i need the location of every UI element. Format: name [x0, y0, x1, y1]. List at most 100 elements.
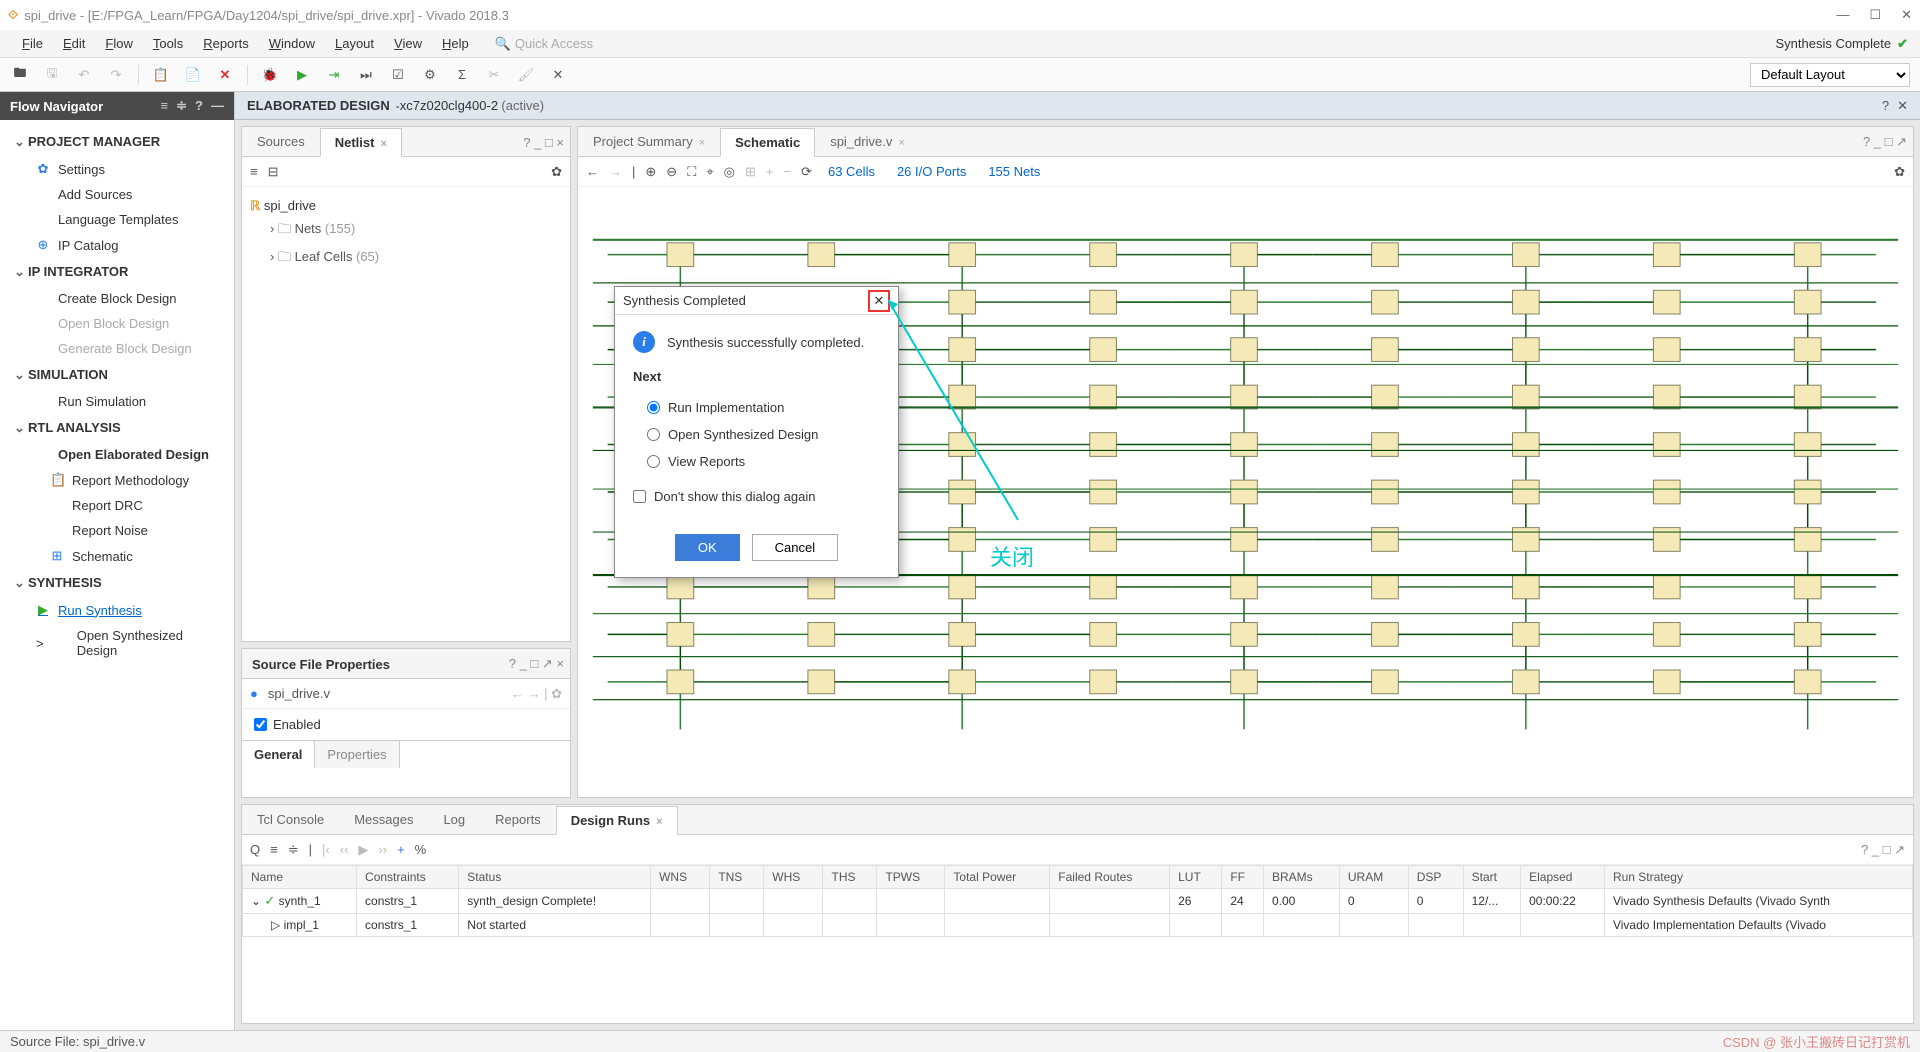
nav-item[interactable]: ▶Run Synthesis: [0, 597, 234, 623]
tab-reports[interactable]: Reports: [480, 805, 556, 834]
layout-select[interactable]: Default Layout: [1750, 63, 1910, 87]
fwd-icon[interactable]: →: [609, 164, 622, 179]
nav-item[interactable]: ✿Settings: [0, 156, 234, 182]
opt-run-impl[interactable]: Run Implementation: [633, 394, 880, 421]
add-icon[interactable]: +: [397, 842, 405, 857]
tree-root[interactable]: ℝ spi_drive: [250, 195, 562, 217]
col-header[interactable]: Start: [1463, 866, 1520, 889]
col-header[interactable]: Name: [243, 866, 357, 889]
col-header[interactable]: Run Strategy: [1604, 866, 1912, 889]
maximize-icon[interactable]: ☐: [1869, 7, 1881, 23]
nav-item[interactable]: Run Simulation: [0, 389, 234, 414]
menu-tools[interactable]: Tools: [143, 32, 193, 55]
tab-design-runs[interactable]: Design Runs×: [556, 806, 678, 835]
zoomin-icon[interactable]: ⊕: [645, 164, 656, 180]
cut-icon[interactable]: ✂: [484, 65, 504, 85]
nav-section[interactable]: SYNTHESIS: [0, 569, 234, 597]
col-header[interactable]: BRAMs: [1263, 866, 1339, 889]
tab-netlist[interactable]: Netlist×: [320, 128, 402, 157]
stop-icon[interactable]: ⏭: [356, 65, 376, 85]
cancel-button[interactable]: Cancel: [752, 534, 838, 561]
nav-section[interactable]: SIMULATION: [0, 361, 234, 389]
save-icon[interactable]: 🖫: [42, 65, 62, 85]
close-icon[interactable]: ✕: [1901, 7, 1912, 23]
collapse-icon[interactable]: ≡: [270, 842, 278, 857]
menu-reports[interactable]: Reports: [193, 32, 259, 55]
ok-button[interactable]: OK: [675, 534, 740, 561]
copy-icon[interactable]: 📋: [151, 65, 171, 85]
tab-log[interactable]: Log: [428, 805, 480, 834]
nav-section[interactable]: PROJECT MANAGER: [0, 128, 234, 156]
ports-link[interactable]: 26 I/O Ports: [897, 164, 966, 179]
menu-window[interactable]: Window: [259, 32, 325, 55]
menu-help[interactable]: Help: [432, 32, 479, 55]
opt-open-synth[interactable]: Open Synthesized Design: [633, 421, 880, 448]
expand-icon[interactable]: ≑: [176, 98, 187, 114]
tab-sources[interactable]: Sources: [242, 127, 320, 156]
nav-item[interactable]: Generate Block Design: [0, 336, 234, 361]
menu-flow[interactable]: Flow: [95, 32, 142, 55]
nav-item[interactable]: Open Elaborated Design: [0, 442, 234, 467]
undo-icon[interactable]: ↶: [74, 65, 94, 85]
minimize-icon[interactable]: —: [1836, 7, 1849, 23]
check-icon[interactable]: ☑: [388, 65, 408, 85]
tree-leafcells[interactable]: › 🗀 Leaf Cells (65): [250, 245, 562, 273]
sigma-icon[interactable]: Σ: [452, 65, 472, 85]
back-icon[interactable]: ←: [586, 164, 599, 179]
collapse-icon[interactable]: ≡: [161, 98, 169, 114]
minus-icon[interactable]: −: [783, 164, 791, 179]
search-icon[interactable]: Q: [250, 842, 260, 857]
gear-icon[interactable]: ⚙: [420, 65, 440, 85]
tree-nets[interactable]: › 🗀 Nets (155): [250, 217, 562, 245]
tab-spidrive[interactable]: spi_drive.v×: [815, 127, 920, 156]
expand-icon[interactable]: ⊞: [745, 164, 756, 180]
menu-file[interactable]: File: [12, 32, 53, 55]
quick-access[interactable]: 🔍 Quick Access: [495, 36, 593, 52]
help-icon[interactable]: ?: [195, 98, 203, 114]
col-header[interactable]: TNS: [710, 866, 764, 889]
col-header[interactable]: TPWS: [877, 866, 945, 889]
brush-icon[interactable]: 🖌: [516, 65, 536, 85]
opt-view-reports[interactable]: View Reports: [633, 448, 880, 475]
tree-icon[interactable]: ⊟: [268, 164, 279, 180]
tab-messages[interactable]: Messages: [339, 805, 428, 834]
nav-section[interactable]: RTL ANALYSIS: [0, 414, 234, 442]
col-header[interactable]: LUT: [1170, 866, 1222, 889]
hide-icon[interactable]: —: [211, 98, 224, 114]
paste-icon[interactable]: 📄: [183, 65, 203, 85]
gear-icon[interactable]: ✿: [1894, 164, 1905, 180]
col-header[interactable]: URAM: [1339, 866, 1408, 889]
next-icon[interactable]: ››: [378, 842, 387, 857]
nav-item[interactable]: ⊕IP Catalog: [0, 232, 234, 258]
close-icon[interactable]: ✕: [1897, 98, 1908, 114]
play-icon[interactable]: ▶: [358, 842, 368, 858]
nav-subitem[interactable]: ⊞Schematic: [0, 543, 234, 569]
percent-icon[interactable]: %: [415, 842, 427, 857]
nav-item[interactable]: Add Sources: [0, 182, 234, 207]
nav-item[interactable]: >Open Synthesized Design: [0, 623, 234, 663]
menu-layout[interactable]: Layout: [325, 32, 384, 55]
select-icon[interactable]: ⌖: [706, 164, 713, 180]
nets-link[interactable]: 155 Nets: [988, 164, 1040, 179]
col-header[interactable]: WNS: [651, 866, 710, 889]
nav-section[interactable]: IP INTEGRATOR: [0, 258, 234, 286]
nav-item[interactable]: Open Block Design: [0, 311, 234, 336]
prev-icon[interactable]: ‹‹: [340, 842, 349, 857]
nav-item[interactable]: Create Block Design: [0, 286, 234, 311]
col-header[interactable]: THS: [823, 866, 877, 889]
nav-subitem[interactable]: Report DRC: [0, 493, 234, 518]
add-icon[interactable]: +: [766, 164, 774, 179]
tab-properties[interactable]: Properties: [315, 741, 399, 768]
enabled-checkbox[interactable]: Enabled: [254, 717, 558, 732]
col-header[interactable]: Elapsed: [1521, 866, 1605, 889]
target-icon[interactable]: ◎: [724, 164, 735, 180]
col-header[interactable]: WHS: [764, 866, 823, 889]
delete-icon[interactable]: ✕: [215, 65, 235, 85]
zoomout-icon[interactable]: ⊖: [666, 164, 677, 180]
col-header[interactable]: FF: [1222, 866, 1264, 889]
step-icon[interactable]: ⇥: [324, 65, 344, 85]
nav-item[interactable]: Language Templates: [0, 207, 234, 232]
new-icon[interactable]: 🖿: [10, 65, 30, 85]
cells-link[interactable]: 63 Cells: [828, 164, 875, 179]
menu-view[interactable]: View: [384, 32, 432, 55]
